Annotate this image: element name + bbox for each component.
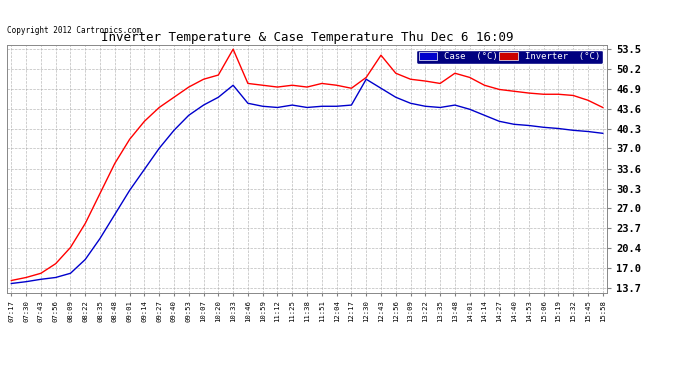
Title: Inverter Temperature & Case Temperature Thu Dec 6 16:09: Inverter Temperature & Case Temperature … [101, 31, 513, 44]
Legend: Case  (°C), Inverter  (°C): Case (°C), Inverter (°C) [416, 50, 602, 64]
Text: Copyright 2012 Cartronics.com: Copyright 2012 Cartronics.com [7, 26, 141, 35]
